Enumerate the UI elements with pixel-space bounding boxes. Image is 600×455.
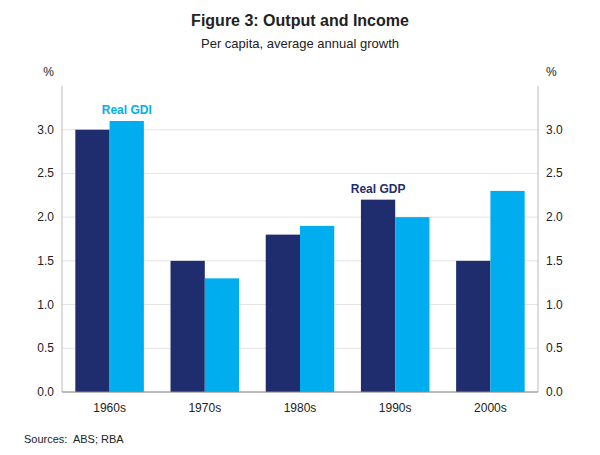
y-tick-label: 0.5 (37, 341, 54, 355)
bars (75, 121, 524, 392)
y-axis-line (62, 86, 63, 392)
y-tick-label: 1.0 (37, 298, 54, 312)
x-tick-label: 1980s (284, 401, 317, 415)
y2-axis-label: % (546, 65, 557, 79)
y-tick-label: 2.5 (37, 166, 54, 180)
bar (456, 261, 490, 392)
y2-tick-label: 2.0 (546, 210, 563, 224)
bar (75, 130, 109, 392)
y-tick-label: 1.5 (37, 254, 54, 268)
series-annotation: Real GDI (102, 103, 152, 117)
y2-tick-label: 2.5 (546, 166, 563, 180)
x-tick-label: 1970s (188, 401, 221, 415)
y-tick-label: 2.0 (37, 210, 54, 224)
x-axis-line (62, 392, 538, 393)
bar (395, 217, 429, 392)
x-tick-label: 2000s (474, 401, 507, 415)
bar (171, 261, 205, 392)
y2-tick-label: 0.5 (546, 341, 563, 355)
series-annotation: Real GDP (351, 182, 406, 196)
grid-line (62, 392, 538, 393)
y-tick-label: 0.0 (37, 385, 54, 399)
y2-tick-label: 1.5 (546, 254, 563, 268)
y-axis-label: % (43, 65, 54, 79)
chart: Figure 3: Output and Income Per capita, a… (0, 0, 600, 455)
x-tick-label: 1960s (93, 401, 126, 415)
bar (110, 121, 144, 392)
bar (361, 200, 395, 392)
x-tick-label: 1990s (379, 401, 412, 415)
subtitle: Per capita, average annual growth (201, 36, 399, 51)
y2-axis-line (538, 86, 539, 392)
y2-tick-label: 3.0 (546, 123, 563, 137)
y2-tick-label: 1.0 (546, 298, 563, 312)
bar (205, 278, 239, 392)
y-tick-label: 3.0 (37, 123, 54, 137)
y2-tick-label: 0.0 (546, 385, 563, 399)
title: Figure 3: Output and Income (191, 12, 409, 29)
bar (266, 235, 300, 392)
bar (300, 226, 334, 392)
source: Sources: ABS; RBA (24, 433, 124, 445)
bar (490, 191, 524, 392)
